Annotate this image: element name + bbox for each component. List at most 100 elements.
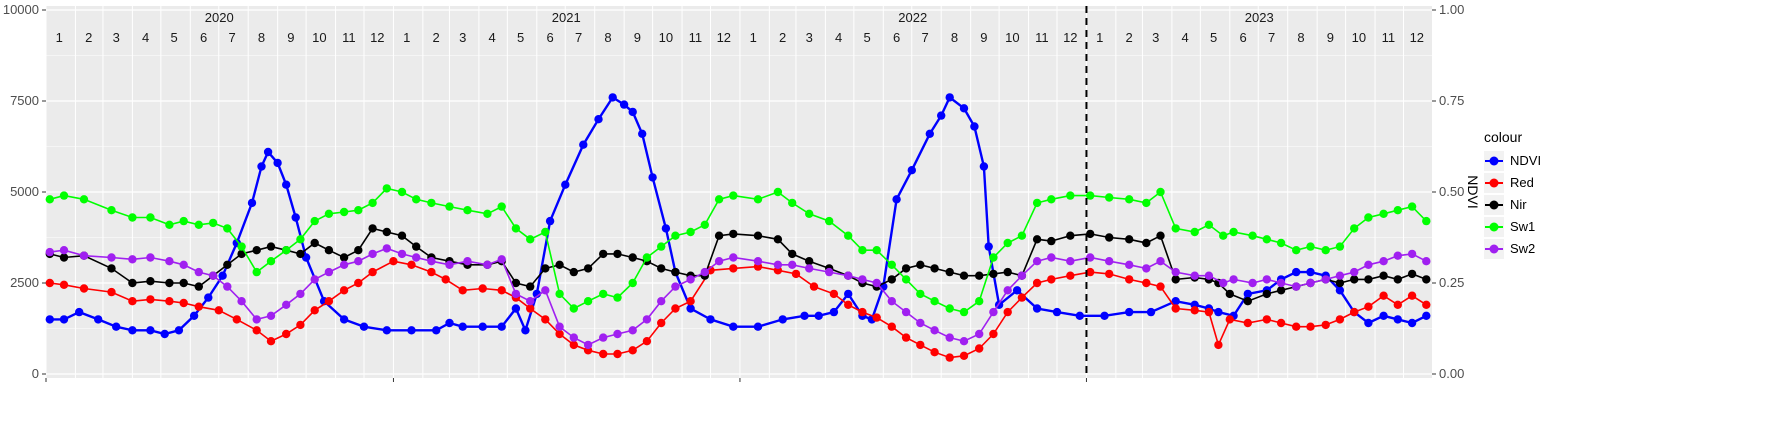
- data-point-red: [179, 298, 188, 308]
- data-point-sw2: [511, 289, 521, 299]
- data-point-sw1: [1204, 220, 1214, 229]
- data-point-nir: [1364, 275, 1373, 284]
- data-point-red: [1422, 300, 1431, 309]
- data-point-ndvi: [339, 315, 349, 324]
- data-point-sw2: [1262, 275, 1272, 284]
- data-point-red: [194, 302, 203, 311]
- data-point-nir: [1422, 275, 1431, 284]
- data-point-sw1: [1335, 242, 1345, 251]
- data-point-sw1: [714, 195, 724, 204]
- data-point-sw1: [700, 220, 709, 229]
- data-point-sw2: [1066, 257, 1075, 266]
- data-point-sw2: [165, 257, 174, 266]
- data-point-red: [945, 353, 954, 362]
- data-point-sw1: [526, 235, 535, 244]
- data-point-sw1: [282, 246, 291, 255]
- data-point-nir: [237, 249, 246, 259]
- month-label: 3: [113, 30, 120, 45]
- legend: colour NDVI Red Nir Sw1 Sw2: [1484, 129, 1541, 259]
- data-point-sw2: [1379, 257, 1388, 266]
- data-point-nir: [1276, 286, 1286, 295]
- data-point-red: [1379, 291, 1388, 300]
- data-point-ndvi: [273, 158, 282, 168]
- legend-item-red: Red: [1484, 173, 1534, 193]
- data-point-sw2: [858, 275, 867, 284]
- data-point-ndvi: [511, 304, 521, 313]
- year-label: 2020: [205, 10, 234, 25]
- legend-key-point: [1489, 178, 1499, 188]
- data-point-ndvi: [532, 289, 541, 299]
- data-point-sw2: [59, 246, 69, 255]
- data-point-sw2: [1407, 249, 1417, 259]
- data-point-red: [1292, 322, 1301, 331]
- data-point-red: [1364, 302, 1373, 311]
- data-point-red: [1125, 275, 1134, 284]
- data-point-sw2: [887, 297, 896, 306]
- data-point-sw2: [310, 275, 319, 284]
- month-label: 6: [893, 30, 900, 45]
- month-label: 8: [1297, 30, 1304, 45]
- legend-label: Nir: [1510, 197, 1527, 212]
- data-point-sw2: [975, 329, 984, 339]
- data-point-ndvi: [263, 147, 273, 157]
- data-point-sw2: [296, 289, 305, 299]
- month-label: 7: [575, 30, 582, 45]
- data-point-red: [1171, 304, 1180, 313]
- data-point-sw2: [526, 297, 535, 306]
- data-point-sw2: [146, 253, 155, 262]
- data-point-red: [541, 315, 550, 324]
- data-point-ndvi: [1100, 311, 1109, 320]
- data-point-sw1: [729, 191, 738, 200]
- data-point-nir: [887, 275, 896, 284]
- data-point-sw2: [1171, 267, 1180, 277]
- month-label: 7: [228, 30, 235, 45]
- month-label: 12: [1410, 30, 1424, 45]
- legend-label: Red: [1510, 175, 1534, 190]
- data-point-ndvi: [128, 326, 137, 335]
- data-point-sw2: [569, 333, 578, 342]
- data-point-sw1: [1292, 246, 1301, 255]
- data-point-ndvi: [445, 318, 454, 328]
- y-right-tick-label: 0.50: [1439, 184, 1464, 199]
- data-point-sw2: [788, 260, 797, 269]
- data-point-sw1: [599, 289, 608, 299]
- month-label: 6: [200, 30, 207, 45]
- data-point-ndvi: [189, 311, 199, 320]
- data-point-nir: [805, 257, 814, 266]
- data-point-red: [266, 337, 276, 346]
- data-point-sw1: [1142, 198, 1151, 208]
- data-point-red: [791, 269, 801, 279]
- data-point-nir: [1086, 229, 1095, 239]
- data-point-sw2: [128, 255, 137, 264]
- data-point-sw1: [1379, 209, 1388, 218]
- data-point-sw2: [1032, 257, 1042, 266]
- data-point-red: [569, 340, 578, 350]
- data-point-sw1: [1171, 224, 1180, 233]
- data-point-nir: [1225, 289, 1235, 299]
- data-point-red: [1032, 278, 1042, 288]
- data-point-nir: [128, 278, 137, 288]
- month-label: 2: [779, 30, 786, 45]
- data-point-sw2: [324, 267, 334, 277]
- data-point-sw2: [1248, 278, 1257, 288]
- data-point-red: [844, 300, 853, 309]
- data-point-ndvi: [146, 326, 155, 335]
- data-point-red: [282, 329, 291, 339]
- data-point-sw1: [128, 213, 137, 222]
- data-point-nir: [945, 267, 954, 277]
- data-point-ndvi: [218, 271, 227, 280]
- data-point-sw2: [1190, 271, 1199, 280]
- data-point-ndvi: [478, 322, 487, 331]
- data-point-sw2: [179, 260, 188, 269]
- y-left-tick-label: 2500: [10, 275, 39, 290]
- data-point-sw1: [555, 289, 564, 299]
- legend-title: colour: [1484, 129, 1522, 145]
- data-point-nir: [930, 264, 939, 273]
- data-point-ndvi: [1379, 311, 1388, 320]
- data-point-sw2: [805, 264, 814, 273]
- data-point-nir: [354, 246, 363, 255]
- data-point-ndvi: [497, 322, 506, 331]
- data-point-ndvi: [94, 315, 103, 324]
- data-point-nir: [729, 229, 738, 239]
